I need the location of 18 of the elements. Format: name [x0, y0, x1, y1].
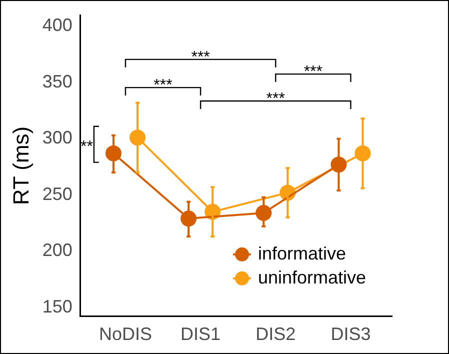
- y-tick-label: 300: [42, 128, 72, 148]
- annotation: ***: [191, 48, 210, 66]
- y-tick-label: 150: [42, 296, 72, 316]
- y-tick-label: 200: [42, 240, 72, 260]
- y-tick-label: 400: [42, 15, 72, 36]
- x-tick-label: DIS3: [330, 324, 371, 344]
- annotation: ***: [304, 63, 323, 80]
- x-tick-label: NoDIS: [98, 324, 152, 344]
- x-tick-label: DIS2: [256, 324, 296, 344]
- y-tick-label: 350: [42, 71, 72, 92]
- annotation: ***: [154, 76, 172, 94]
- x-tick-label: DIS1: [180, 324, 221, 344]
- y-tick-label: 250: [42, 184, 72, 204]
- annotation: ***: [266, 90, 285, 108]
- legend-label: informative: [258, 243, 346, 264]
- legend-label: uninformative: [258, 267, 366, 288]
- y-axis-title: RT (ms): [8, 126, 34, 206]
- annotation: **: [80, 138, 93, 156]
